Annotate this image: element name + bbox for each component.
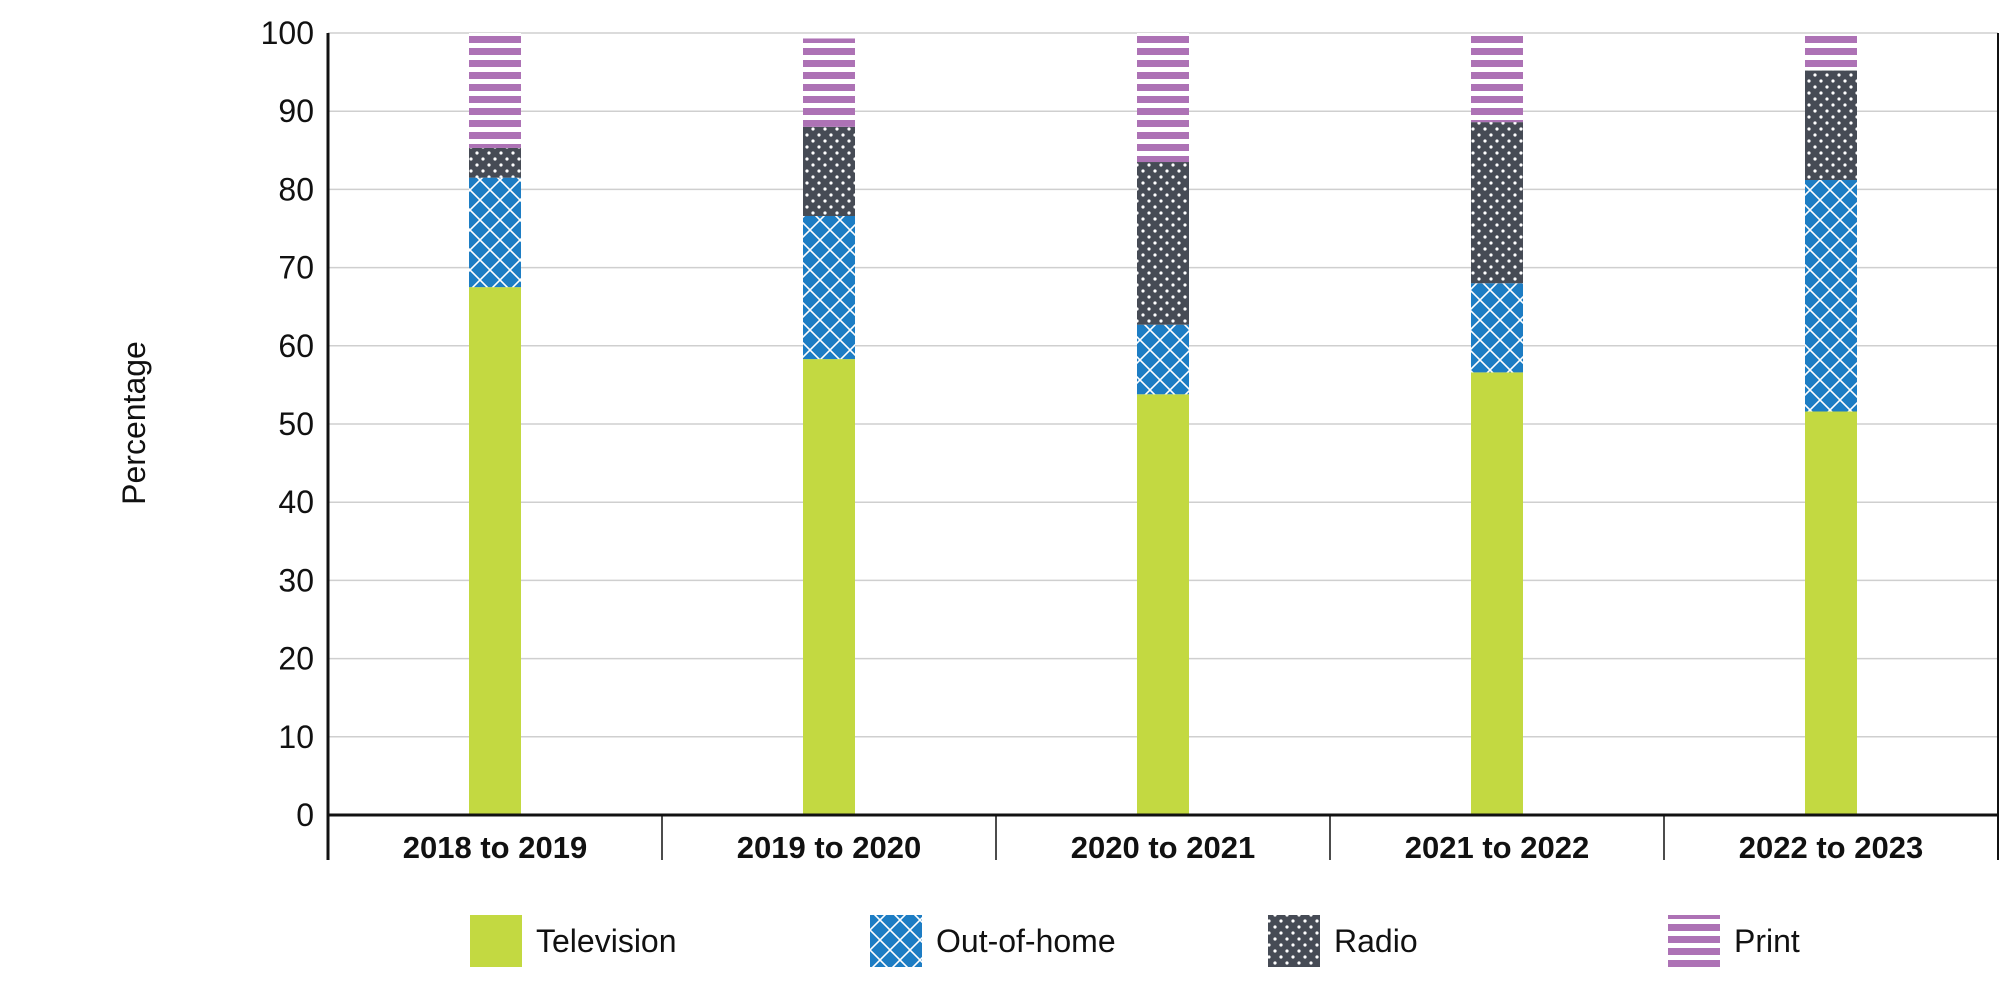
legend-swatch [1268, 915, 1320, 967]
y-axis-title: Percentage [116, 341, 152, 505]
y-tick-label: 90 [278, 93, 314, 129]
bar-segment-television [1137, 394, 1189, 815]
legend-swatch [870, 915, 922, 967]
bar-segment-radio [803, 126, 855, 216]
bar-segment-print [803, 38, 855, 127]
bar-segment-radio [1137, 162, 1189, 325]
x-category-label: 2021 to 2022 [1405, 830, 1589, 865]
bar-segment-radio [1471, 122, 1523, 284]
legend: Television Out-of-home Radio Print [470, 915, 1800, 967]
y-tick-label: 60 [278, 328, 314, 364]
x-category-label: 2019 to 2020 [737, 830, 921, 865]
y-tick-label: 0 [296, 797, 314, 833]
bar-segment-print [469, 33, 521, 148]
bar-segment-television [1471, 372, 1523, 815]
bar-segment-out-of-home [1137, 324, 1189, 395]
bar-segment-radio [469, 147, 521, 178]
x-category-labels: 2018 to 2019 2019 to 2020 2020 to 2021 2021… [403, 830, 1923, 865]
x-category-label: 2022 to 2023 [1739, 830, 1923, 865]
axes [326, 33, 1999, 860]
y-tick-label: 50 [278, 406, 314, 442]
bar-segment-print [1471, 33, 1523, 123]
bars [469, 33, 1857, 815]
legend-swatch [1668, 915, 1720, 967]
legend-swatch [470, 915, 522, 967]
bar-segment-out-of-home [1471, 283, 1523, 373]
legend-label: Out-of-home [936, 923, 1116, 959]
bar-segment-television [1805, 411, 1857, 815]
bar-segment-out-of-home [469, 177, 521, 288]
bar-segment-out-of-home [1805, 180, 1857, 412]
y-tick-label: 100 [261, 15, 314, 51]
bar-segment-out-of-home [803, 215, 855, 360]
y-tick-label: 20 [278, 641, 314, 677]
x-category-label: 2020 to 2021 [1071, 830, 1255, 865]
y-tick-label: 40 [278, 484, 314, 520]
bar-segment-television [803, 359, 855, 815]
legend-label: Print [1734, 923, 1800, 959]
bar-segment-radio [1805, 70, 1857, 181]
bar-segment-print [1805, 34, 1857, 71]
y-tick-label: 70 [278, 250, 314, 286]
legend-label: Radio [1334, 923, 1418, 959]
x-category-label: 2018 to 2019 [403, 830, 587, 865]
y-tick-label: 30 [278, 562, 314, 598]
y-tick-label: 80 [278, 171, 314, 207]
bar-segment-television [469, 287, 521, 815]
legend-label: Television [536, 923, 677, 959]
y-tick-label: 10 [278, 719, 314, 755]
y-tick-labels: 0 10 20 30 40 50 60 70 80 90 100 [261, 15, 314, 833]
bar-segment-print [1137, 33, 1189, 163]
